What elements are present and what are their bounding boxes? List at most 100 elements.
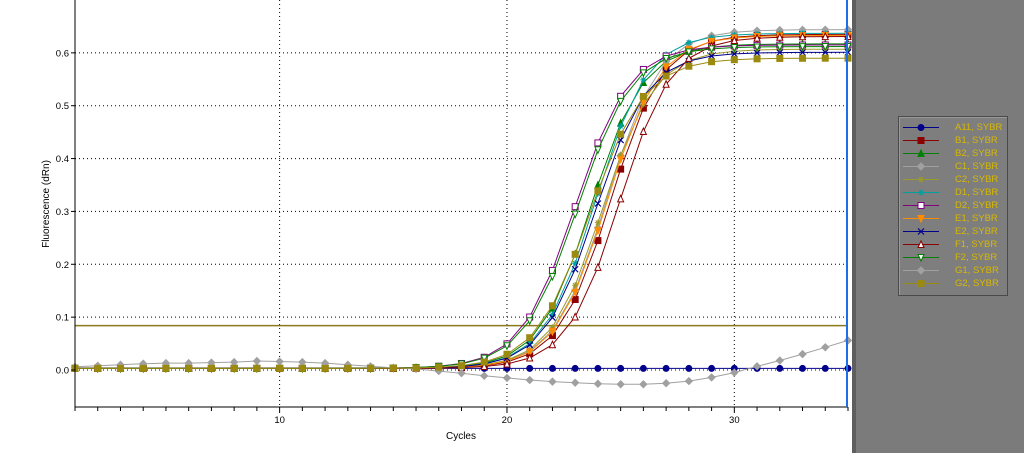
data-point (525, 348, 534, 357)
data-point (525, 317, 534, 326)
data-point (321, 364, 329, 372)
data-point (617, 364, 625, 372)
legend-marker (917, 124, 925, 131)
data-point (661, 379, 671, 388)
data-point (549, 311, 556, 318)
legend-swatch-icon (903, 254, 939, 263)
legend-label: D1, SYBR (955, 187, 999, 198)
legend-swatch-icon (903, 280, 939, 287)
data-point (503, 359, 511, 368)
legend-marker (916, 266, 926, 275)
data-point (753, 55, 761, 63)
data-point (548, 340, 557, 349)
data-point (662, 364, 670, 372)
data-point (480, 371, 489, 381)
data-point (776, 364, 784, 372)
x-tick-label: 30 (729, 415, 740, 426)
legend-label: E1, SYBR (955, 213, 998, 224)
data-point (571, 250, 579, 258)
legend-marker (917, 202, 925, 209)
data-point (730, 56, 738, 64)
legend-label: F1, SYBR (955, 239, 998, 250)
data-point (753, 43, 761, 52)
legend-item[interactable]: B1, SYBR (899, 134, 1007, 147)
legend-item[interactable]: E1, SYBR (899, 212, 1007, 225)
data-point (571, 312, 579, 321)
legend-marker (917, 215, 925, 224)
legend-item[interactable]: D2, SYBR (899, 199, 1007, 212)
data-point (571, 210, 579, 219)
data-point (525, 375, 534, 385)
data-point (639, 126, 648, 136)
data-point (94, 364, 102, 372)
legend-swatch-icon (903, 148, 939, 157)
data-point (548, 328, 557, 337)
data-point (139, 364, 147, 372)
legend-marker (917, 137, 925, 144)
data-point (639, 364, 647, 372)
x-tick-label: 20 (502, 415, 513, 426)
y-ticks: 0.0 0.1 0.2 0.3 0.4 0.5 0.6 (56, 48, 75, 377)
data-point (480, 358, 488, 366)
data-point (207, 364, 215, 372)
legend-item[interactable]: C1, SYBR (899, 160, 1007, 173)
legend-marker (917, 228, 925, 235)
data-point (708, 52, 716, 60)
x-ticks: 10 20 30 (74, 407, 849, 426)
data-point (798, 349, 807, 359)
legend-item[interactable]: C2, SYBR (899, 173, 1007, 186)
legend-item[interactable]: F2, SYBR (899, 251, 1007, 264)
legend-swatch-icon (903, 189, 939, 196)
legend[interactable]: A11, SYBR B1, SYBR B2, SYBR C1, SYBR C2, SYB… (898, 116, 1008, 296)
amplification-plot: 0.0 0.1 0.2 0.3 0.4 0.5 0.6 10 20 30 Cycles Fluo… (41, 0, 852, 442)
data-point (457, 368, 466, 378)
series-group (70, 25, 852, 389)
data-point (525, 353, 534, 362)
data-point (594, 200, 602, 207)
data-point (480, 361, 489, 371)
data-point (775, 356, 785, 365)
y-tick-label: 0.3 (56, 207, 69, 218)
data-point (684, 376, 694, 386)
data-point (435, 363, 443, 371)
data-point (685, 53, 693, 62)
legend-swatch-icon (903, 162, 939, 171)
data-point (571, 288, 579, 298)
legend-label: C2, SYBR (955, 174, 999, 185)
legend-label: G2, SYBR (955, 278, 999, 289)
legend-item[interactable]: B2, SYBR (899, 147, 1007, 160)
data-point (753, 33, 761, 42)
grid-lines (75, 0, 848, 407)
data-point (707, 45, 716, 54)
data-point (662, 63, 670, 72)
y-tick-label: 0.6 (56, 48, 69, 59)
data-point (594, 227, 602, 236)
legend-item[interactable]: G1, SYBR (899, 264, 1007, 277)
data-point (276, 364, 284, 372)
data-point (685, 364, 693, 372)
legend-item[interactable]: D1, SYBR (899, 186, 1007, 199)
data-point (776, 32, 784, 41)
legend-item[interactable]: E2, SYBR (899, 225, 1007, 238)
legend-marker (918, 189, 924, 196)
data-point (594, 262, 602, 271)
legend-label: C1, SYBR (955, 161, 999, 172)
data-point (548, 364, 556, 372)
x-axis-title: Cycles (446, 431, 476, 442)
data-point (571, 265, 579, 273)
y-tick-label: 0.4 (56, 154, 69, 165)
legend-item[interactable]: F1, SYBR (899, 238, 1007, 251)
data-point (549, 324, 556, 331)
data-point (593, 379, 603, 388)
data-point (708, 58, 716, 66)
data-point (571, 296, 579, 304)
data-point (799, 364, 807, 372)
data-point (594, 219, 601, 226)
legend-item[interactable]: G2, SYBR (899, 277, 1007, 290)
data-point (252, 356, 262, 366)
legend-item[interactable]: A11, SYBR (899, 121, 1007, 134)
data-point (367, 364, 375, 372)
data-point (230, 364, 238, 372)
data-point (685, 62, 693, 70)
y-tick-label: 0.0 (56, 366, 69, 377)
